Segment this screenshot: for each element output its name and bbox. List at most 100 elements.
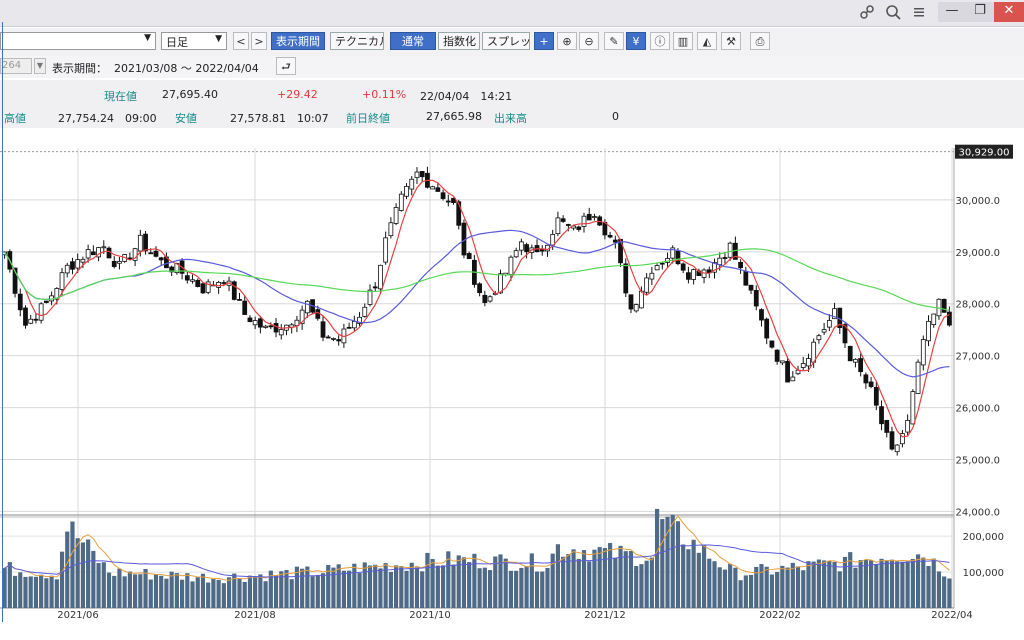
volume-bar <box>440 565 446 608</box>
yen-icon[interactable]: ¥ <box>626 32 646 50</box>
volume-bar <box>571 549 576 608</box>
candle-down <box>143 233 148 252</box>
volume-bar <box>623 551 628 608</box>
volume-bar <box>80 542 85 608</box>
candle-down <box>70 261 75 270</box>
volume-bar <box>686 549 691 608</box>
volume-bar <box>336 564 341 608</box>
volume-bar <box>75 538 80 608</box>
spread-mode-button[interactable]: スプレッド <box>482 32 530 50</box>
volume-bar <box>106 572 112 608</box>
candle-down <box>847 345 853 362</box>
wrench-icon[interactable]: ⚒ <box>721 32 741 50</box>
volume-bar <box>529 553 534 608</box>
index-mode-button[interactable]: 指数化 <box>438 32 480 50</box>
candle-down <box>184 275 190 281</box>
period-select[interactable]: 日足 ▼ <box>161 32 227 50</box>
candle-up <box>900 433 905 445</box>
volume-bar <box>310 576 315 608</box>
volume-bar <box>143 568 148 608</box>
candle-down <box>195 279 201 287</box>
display-period-button[interactable]: 表示期間 <box>271 32 325 50</box>
volume-bar <box>451 564 456 608</box>
volume-bar <box>670 514 675 608</box>
volume-bar <box>681 544 686 608</box>
minimize-button[interactable]: — <box>938 2 966 22</box>
volume-bar <box>822 560 827 608</box>
crosshair-icon[interactable]: + <box>534 32 554 50</box>
candle-down <box>482 294 488 303</box>
candle-down <box>106 247 112 259</box>
candle-up <box>101 246 107 249</box>
candle-chart-icon[interactable]: ▥ <box>673 32 693 50</box>
code-dropdown-icon[interactable]: ▼ <box>34 58 46 74</box>
zoom-out-icon[interactable]: ⊖ <box>579 32 599 50</box>
volume-bar <box>148 579 153 608</box>
reset-period-icon[interactable]: ⮐ <box>276 57 296 75</box>
candle-up <box>717 257 723 265</box>
print-icon[interactable]: ⎙ <box>750 32 770 50</box>
volume-bar <box>576 558 581 608</box>
area-chart-icon[interactable]: ◭ <box>697 32 717 50</box>
candle-up <box>64 264 70 274</box>
prev-button[interactable]: < <box>233 32 249 50</box>
candle-up <box>59 272 65 290</box>
code-field[interactable]: 264 <box>0 58 32 74</box>
volume-bar <box>827 560 832 608</box>
volume-bar <box>748 574 754 608</box>
volume-bar <box>96 563 101 608</box>
moving-average-line <box>4 179 950 438</box>
volume-bar <box>315 574 320 608</box>
quote-datetime: 22/04/04 14:21 <box>420 90 513 103</box>
zoom-in-icon[interactable]: ⊕ <box>557 32 577 50</box>
volume-bar <box>728 563 733 608</box>
volume-bar <box>472 553 477 608</box>
candle-down <box>372 286 378 289</box>
volume-bar <box>253 576 258 608</box>
restore-button[interactable]: ❐ <box>966 2 994 22</box>
candle-up <box>644 277 650 293</box>
volume-bar <box>23 576 28 608</box>
price-chart[interactable]: 30,000.0 29,000.0 28,000.0 27,000.0 26,000.0… <box>0 128 1024 640</box>
volume-bar <box>404 570 409 608</box>
candle-up <box>920 339 926 366</box>
volume-bar <box>581 550 587 608</box>
price-tick-label: 24,000.0 <box>955 507 1000 518</box>
candle-up <box>826 320 832 328</box>
candle-down <box>419 171 425 178</box>
volume-bar <box>942 576 947 608</box>
close-button[interactable]: ✕ <box>994 2 1024 22</box>
volume-bar <box>639 564 644 608</box>
search-icon[interactable] <box>884 4 902 22</box>
technical-button[interactable]: テクニカル <box>330 32 384 50</box>
candle-up <box>894 444 900 453</box>
title-bar: — ❐ ✕ <box>0 0 1024 27</box>
candle-up <box>806 358 811 367</box>
volume-bar <box>858 560 863 608</box>
candle-up <box>513 250 519 258</box>
volume-bar <box>326 564 331 608</box>
volume-bar <box>461 557 467 608</box>
volume-bar <box>362 562 367 608</box>
volume-bar <box>18 572 23 608</box>
volume-bar <box>837 571 842 608</box>
candle-down <box>628 294 634 310</box>
menu-icon[interactable] <box>910 4 928 22</box>
pencil-icon[interactable]: ✎ <box>604 32 624 50</box>
volume-bar <box>399 566 404 608</box>
volume-bar <box>550 553 555 608</box>
normal-mode-button[interactable]: 通常 <box>390 32 436 50</box>
volume-bar <box>701 544 707 608</box>
volume-bar <box>373 564 378 608</box>
candle-down <box>148 252 154 255</box>
link-icon[interactable] <box>858 4 876 22</box>
volume-bar <box>628 551 634 608</box>
candle-up <box>80 258 86 263</box>
volume-bar <box>414 567 420 608</box>
candle-up <box>931 313 937 325</box>
volume-bar <box>514 570 519 608</box>
next-button[interactable]: > <box>251 32 267 50</box>
info-icon[interactable]: ⓘ <box>650 32 670 50</box>
volume-bar <box>634 566 639 608</box>
symbol-select[interactable]: ▼ <box>0 32 156 50</box>
